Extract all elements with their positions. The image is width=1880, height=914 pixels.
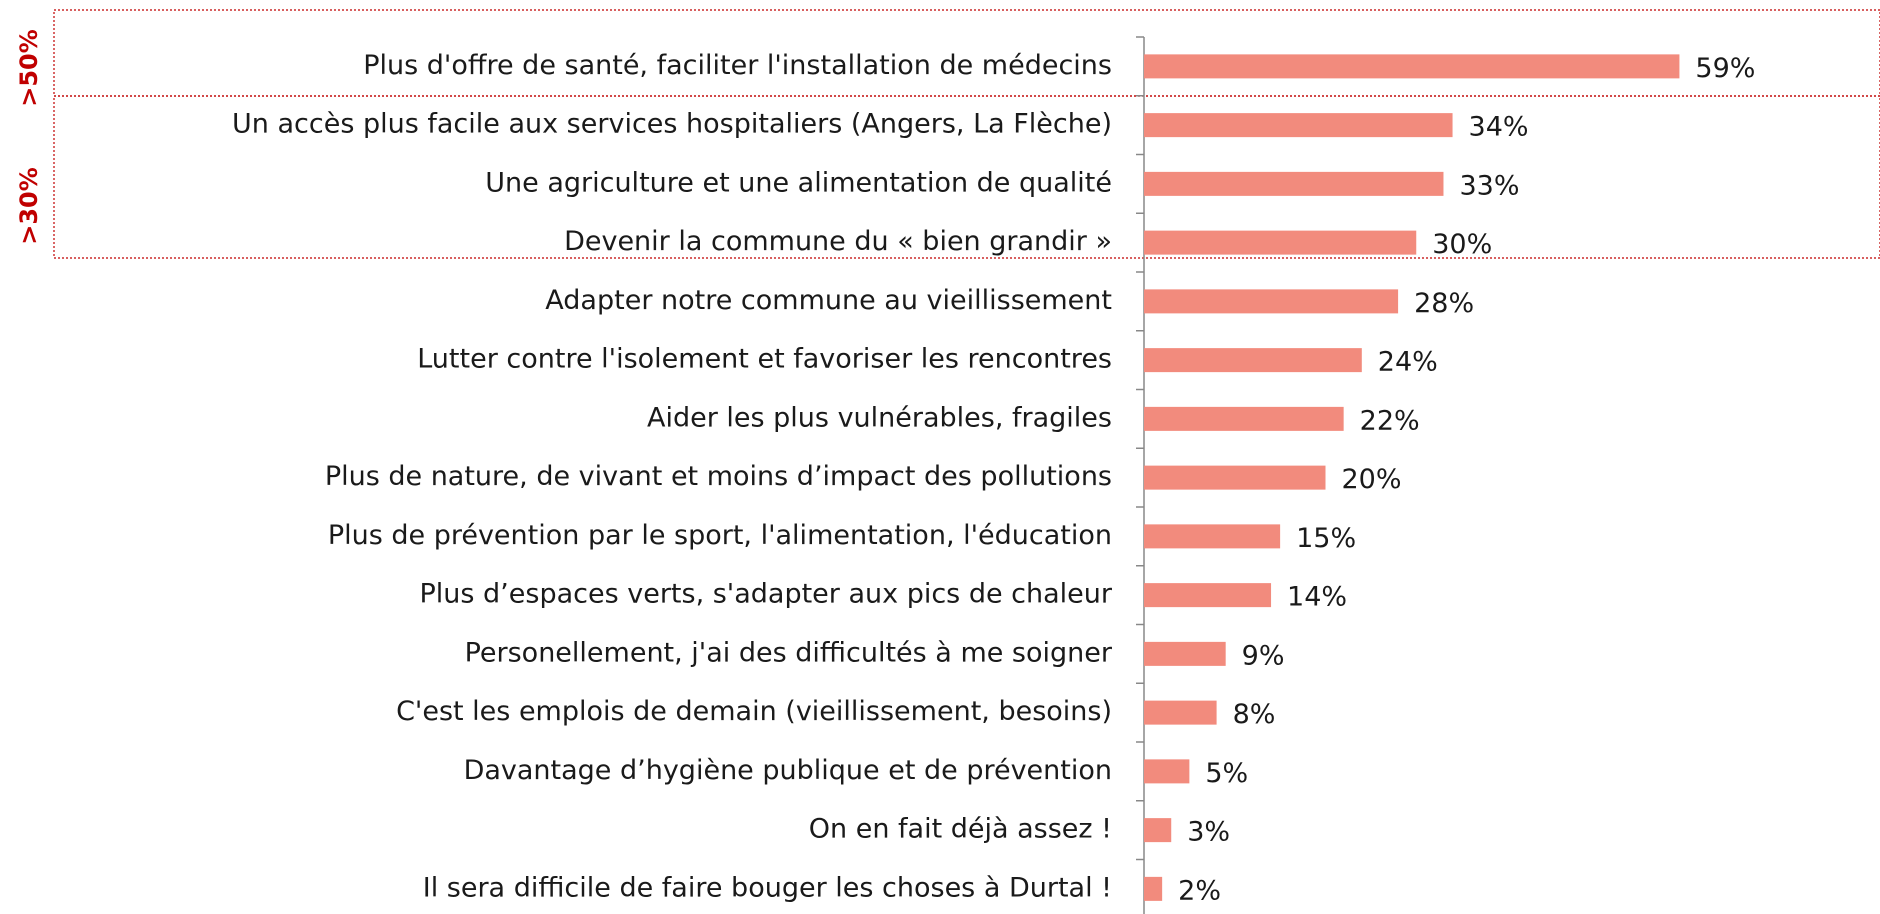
- bar: [1144, 583, 1272, 608]
- category-label: Il sera difficile de faire bouger les ch…: [423, 872, 1112, 903]
- category-label: Aider les plus vulnérables, fragiles: [647, 402, 1112, 433]
- category-label: Personellement, j'ai des difficultés à m…: [465, 637, 1113, 668]
- annotation: >30%: [15, 167, 43, 245]
- bar: [1144, 818, 1172, 843]
- group-boxes: [53, 9, 1880, 259]
- category-label: Plus de prévention par le sport, l'alime…: [328, 520, 1112, 551]
- value-label: 3%: [1187, 817, 1230, 848]
- group-box: [53, 95, 1880, 259]
- bar: [1144, 700, 1217, 725]
- value-label: 5%: [1205, 758, 1248, 789]
- bar: [1144, 113, 1453, 138]
- bar: [1144, 876, 1163, 901]
- bar: [1144, 641, 1226, 666]
- value-label: 30%: [1432, 229, 1492, 260]
- value-label: 15%: [1296, 523, 1356, 554]
- value-label: 20%: [1342, 464, 1402, 495]
- value-label: 22%: [1360, 405, 1420, 436]
- value-label: 34%: [1469, 112, 1529, 143]
- category-label: Un accès plus facile aux services hospit…: [232, 109, 1112, 140]
- category-label: Plus d'offre de santé, faciliter l'insta…: [363, 50, 1112, 81]
- bar: [1144, 465, 1326, 490]
- category-label: Lutter contre l'isolement et favoriser l…: [417, 344, 1112, 375]
- bar: [1144, 171, 1444, 196]
- category-label: C'est les emplois de demain (vieillissem…: [396, 696, 1112, 727]
- category-label: Plus d’espaces verts, s'adapter aux pics…: [420, 579, 1113, 610]
- category-label: Une agriculture et une alimentation de q…: [485, 167, 1112, 198]
- bar: [1144, 54, 1680, 79]
- bar: [1144, 524, 1281, 549]
- bar: [1144, 289, 1399, 314]
- category-label: Devenir la commune du « bien grandir »: [564, 226, 1112, 257]
- value-label: 9%: [1242, 640, 1285, 671]
- value-label: 59%: [1695, 53, 1755, 84]
- value-label: 28%: [1414, 288, 1474, 319]
- bar: [1144, 230, 1417, 255]
- annotation: >50%: [15, 29, 43, 107]
- category-label: Plus de nature, de vivant et moins d’imp…: [325, 461, 1112, 492]
- category-label: On en fait déjà assez !: [809, 814, 1112, 845]
- category-label: Adapter notre commune au vieillissement: [545, 285, 1112, 316]
- category-label: Davantage d’hygiène publique et de préve…: [464, 755, 1112, 786]
- value-label: 8%: [1233, 699, 1276, 730]
- bar: [1144, 759, 1190, 784]
- value-label: 14%: [1287, 582, 1347, 613]
- value-label: 33%: [1459, 170, 1519, 201]
- value-label: 2%: [1178, 875, 1221, 906]
- value-label: 24%: [1378, 347, 1438, 378]
- bar: [1144, 406, 1344, 431]
- bar: [1144, 348, 1362, 373]
